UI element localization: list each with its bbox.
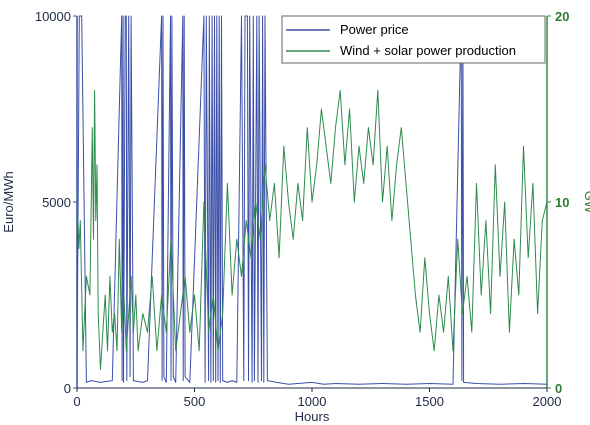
bottom-tick-label: 2000 <box>533 394 562 409</box>
bottom-tick-label: 1500 <box>415 394 444 409</box>
right-tick-label: 0 <box>555 381 562 396</box>
legend-label-power-price: Power price <box>340 22 409 37</box>
series-layer <box>76 15 548 385</box>
right-tick-label: 20 <box>555 9 569 24</box>
legend: Power price Wind + solar power productio… <box>281 15 546 64</box>
bottom-tick-label: 500 <box>184 394 206 409</box>
series-line-wind-solar <box>76 89 548 370</box>
legend-box <box>281 15 546 64</box>
right-tick-label: 10 <box>555 195 569 210</box>
legend-label-wind-solar: Wind + solar power production <box>340 43 516 58</box>
left-tick-label: 5000 <box>42 195 71 210</box>
x-axis-label: Hours <box>295 409 330 424</box>
series-line-power-price <box>76 15 548 385</box>
y-axis-label-left: Euro/MWh <box>1 171 16 232</box>
bottom-tick-labels: 0 500 1000 1500 2000 <box>73 388 561 409</box>
left-tick-label: 0 <box>64 381 71 396</box>
left-tick-label: 10000 <box>35 9 71 24</box>
bottom-tick-label: 1000 <box>298 394 327 409</box>
y-axis-label-right: GW <box>582 191 590 214</box>
left-tick-labels: 0 5000 10000 <box>35 9 77 396</box>
bottom-tick-label: 0 <box>73 394 80 409</box>
right-tick-labels: 0 10 20 <box>547 9 569 396</box>
